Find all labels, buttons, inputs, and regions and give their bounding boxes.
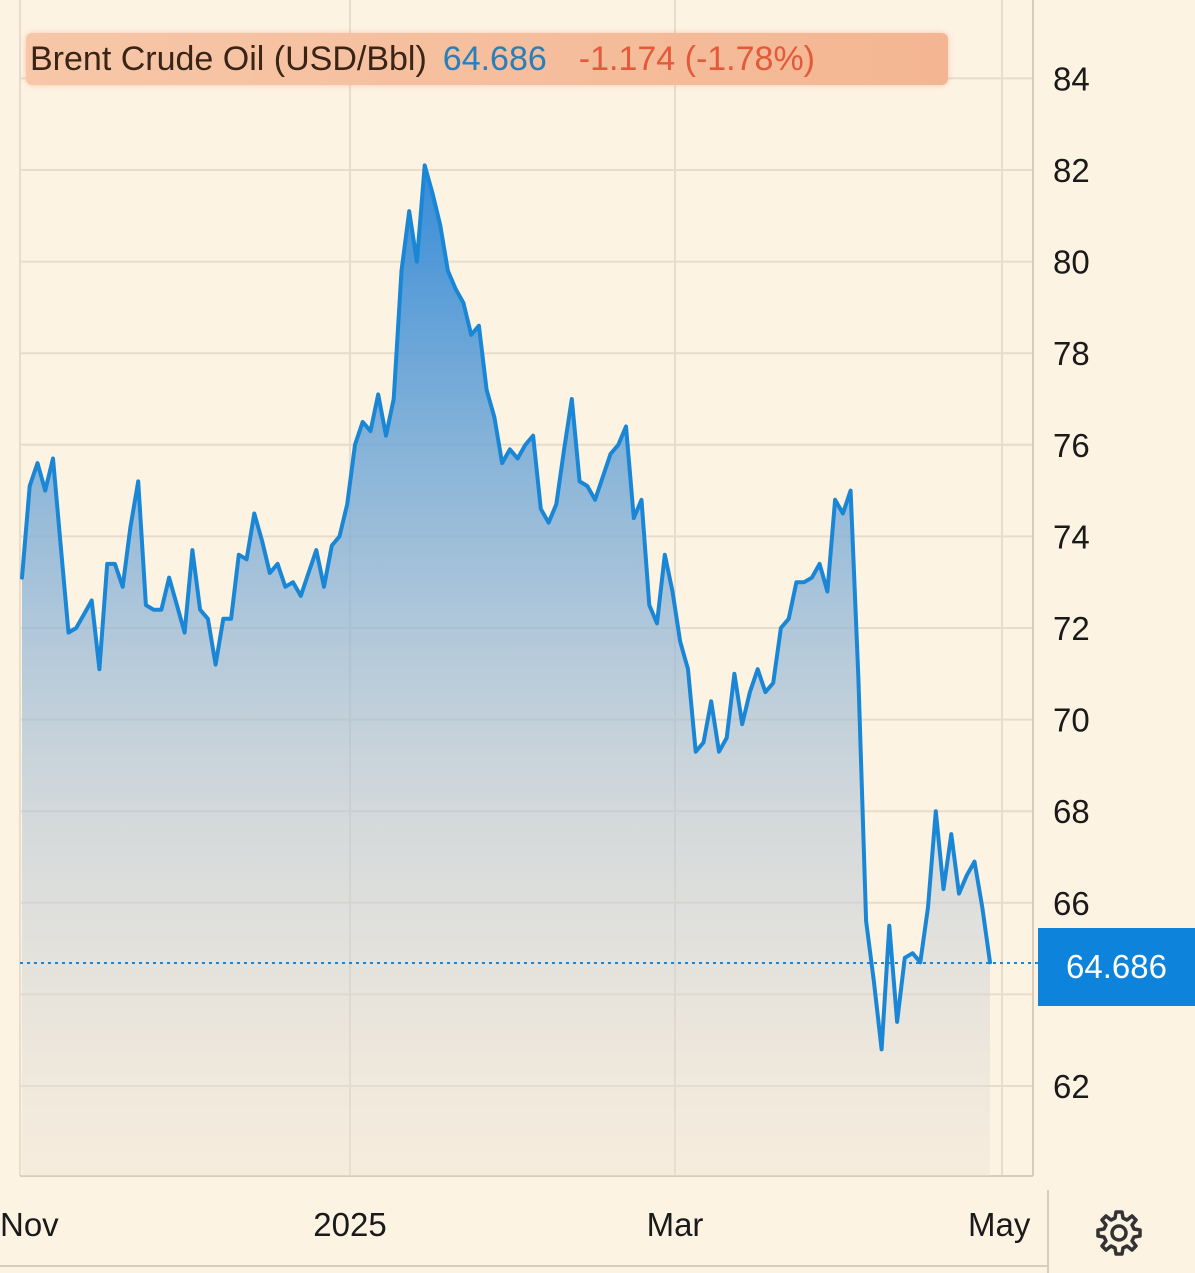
- x-axis: Nov 2025 Mar May: [0, 1206, 1031, 1243]
- price-area: [22, 165, 990, 1176]
- x-tick-label: May: [968, 1206, 1031, 1243]
- y-axis: 62 66 68 70 72 74 76 78 80 82 84: [1053, 60, 1090, 1105]
- x-tick-label: Nov: [0, 1206, 59, 1243]
- instrument-header: Brent Crude Oil (USD/Bbl) 64.686 -1.174 …: [26, 33, 948, 85]
- y-tick-label: 72: [1053, 610, 1090, 647]
- y-tick-label: 74: [1053, 518, 1090, 555]
- settings-button[interactable]: [1094, 1208, 1144, 1258]
- y-tick-label: 82: [1053, 152, 1090, 189]
- gear-icon: [1096, 1210, 1142, 1256]
- y-tick-label: 70: [1053, 702, 1090, 739]
- last-price-tag: 64.686: [1038, 928, 1195, 1006]
- y-tick-label: 62: [1053, 1068, 1090, 1105]
- current-price: 64.686: [442, 39, 547, 78]
- y-tick-label: 78: [1053, 335, 1090, 372]
- y-tick-label: 68: [1053, 793, 1090, 830]
- instrument-title: Brent Crude Oil (USD/Bbl): [30, 39, 427, 78]
- y-tick-label: 80: [1053, 244, 1090, 281]
- y-tick-label: 66: [1053, 885, 1090, 922]
- price-line[interactable]: [20, 163, 992, 1052]
- price-change: -1.174 (-1.78%): [578, 39, 816, 78]
- y-tick-label: 76: [1053, 427, 1090, 464]
- x-tick-label: Mar: [647, 1206, 704, 1243]
- x-tick-label: 2025: [313, 1206, 386, 1243]
- y-tick-label: 84: [1053, 60, 1090, 97]
